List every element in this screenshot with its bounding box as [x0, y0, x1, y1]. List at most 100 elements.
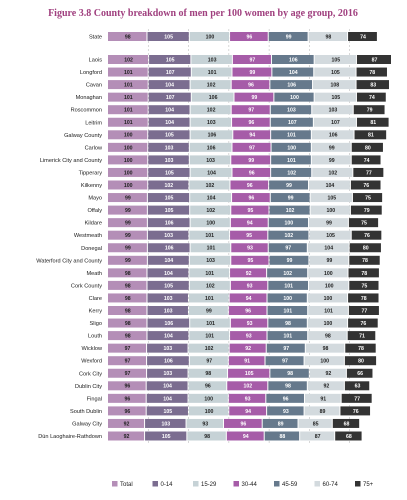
bar-segment-30-44: [231, 155, 271, 165]
data-label: 98: [285, 384, 291, 390]
data-label: 92: [246, 271, 252, 277]
row-label: Louth: [88, 334, 102, 340]
data-label: 75: [362, 283, 368, 289]
bar-segment-0-14: [147, 280, 189, 290]
data-label: 76: [353, 409, 359, 415]
bar-segment-30-44: [230, 218, 268, 228]
data-label: 103: [165, 145, 174, 151]
data-label: 103: [287, 108, 296, 114]
data-label: 98: [125, 321, 131, 327]
data-label: 101: [284, 308, 293, 314]
bar-segment-total: [108, 255, 147, 265]
legend-swatch: [314, 481, 320, 487]
bar-segment-total: [108, 167, 148, 177]
bar-segment-45-59: [268, 32, 308, 41]
bar-segment-60-74: [308, 32, 348, 41]
bar-segment-75: [341, 393, 372, 403]
bar-segment-total: [108, 406, 146, 416]
data-label: 106: [165, 321, 174, 327]
data-label: 100: [124, 183, 133, 189]
data-label: 102: [165, 183, 174, 189]
data-label: 99: [252, 95, 258, 101]
data-label: 96: [249, 120, 255, 126]
bar-segment-15-29: [189, 331, 230, 341]
data-label: 101: [124, 108, 133, 114]
bar-row-kildare: Kildare 99 106 100 94 100 99 75: [85, 218, 379, 228]
data-label: 68: [346, 434, 352, 440]
data-label: 80: [365, 145, 371, 151]
bar-segment-15-29: [190, 218, 230, 228]
data-label: 100: [204, 396, 213, 402]
data-label: 103: [164, 296, 173, 302]
bar-row-dun-laoghaire-rathdown: Dún Laoghaire-Rathdown 92 105 98 94 88 87 68: [38, 431, 362, 441]
bar-row-carlow: Carlow 100 103 106 97 100 99 80: [85, 142, 383, 152]
data-label: 105: [245, 371, 254, 377]
data-label: 106: [165, 246, 174, 252]
legend-label: 60-74: [323, 482, 339, 488]
data-label: 94: [245, 409, 251, 415]
data-label: 102: [206, 208, 215, 214]
bar-row-mayo: Mayo 99 105 104 96 99 105 75: [88, 193, 383, 203]
data-label: 78: [369, 70, 375, 76]
data-label: 99: [326, 258, 332, 264]
data-label: 96: [205, 384, 211, 390]
bar-segment-30-44: [229, 343, 266, 353]
row-label: Donegal: [81, 246, 102, 252]
legend-label: 15-29: [201, 482, 217, 488]
legend-label: 0-14: [161, 482, 174, 488]
bar-segment-75: [340, 406, 371, 416]
data-label: 102: [285, 233, 294, 239]
bar-segment-total: [108, 155, 148, 165]
bar-segment-75: [356, 92, 386, 102]
bar-segment-0-14: [147, 356, 189, 366]
bar-segment-30-44: [232, 55, 271, 64]
bar-segment-0-14: [148, 105, 190, 115]
data-label: 97: [249, 145, 255, 151]
data-label: 106: [329, 133, 338, 139]
bar-segment-30-44: [230, 318, 268, 328]
bar-segment-15-29: [190, 117, 232, 127]
data-label: 100: [326, 208, 335, 214]
bar-segment-75: [344, 356, 377, 366]
data-label: 97: [282, 359, 288, 365]
data-label: 68: [344, 421, 350, 427]
bar-segment-45-59: [268, 280, 309, 290]
data-label: 76: [364, 233, 370, 239]
data-label: 78: [361, 296, 367, 302]
bar-row-louth: Louth 98 104 101 93 101 98 71: [88, 331, 376, 341]
data-label: 97: [248, 108, 254, 114]
legend-item-total: Total: [112, 481, 133, 488]
bar-segment-75: [351, 142, 383, 152]
data-label: 100: [283, 296, 292, 302]
bar-segment-15-29: [188, 343, 229, 353]
data-label: 107: [166, 95, 175, 101]
data-label: 98: [125, 271, 131, 277]
bar-segment-total: [108, 293, 147, 303]
bar-segment-0-14: [148, 92, 191, 102]
bar-segment-15-29: [189, 356, 228, 366]
data-label: 104: [289, 70, 298, 76]
bar-segment-75: [344, 381, 370, 391]
data-label: 93: [245, 396, 251, 402]
bar-segment-0-14: [147, 32, 189, 41]
bar-segment-60-74: [309, 230, 351, 240]
bar-segment-75: [348, 306, 379, 315]
data-label: 105: [165, 133, 174, 139]
bar-segment-30-44: [229, 406, 267, 416]
bar-segment-60-74: [310, 205, 350, 215]
bar-segment-75: [353, 105, 385, 115]
data-label: 96: [283, 396, 289, 402]
data-label: 105: [165, 195, 174, 201]
bar-segment-total: [108, 105, 148, 115]
bar-segment-0-14: [147, 343, 188, 353]
bar-segment-60-74: [314, 67, 356, 77]
data-label: 101: [287, 158, 296, 164]
bar-segment-30-44: [231, 80, 270, 90]
legend-label: 75+: [363, 482, 374, 488]
data-label: 97: [206, 359, 212, 365]
legend-item-0-14: 0-14: [152, 481, 174, 488]
bar-segment-0-14: [147, 193, 190, 203]
bar-segment-15-29: [190, 243, 231, 253]
data-label: 99: [288, 195, 294, 201]
bar-segment-30-44: [226, 431, 264, 441]
